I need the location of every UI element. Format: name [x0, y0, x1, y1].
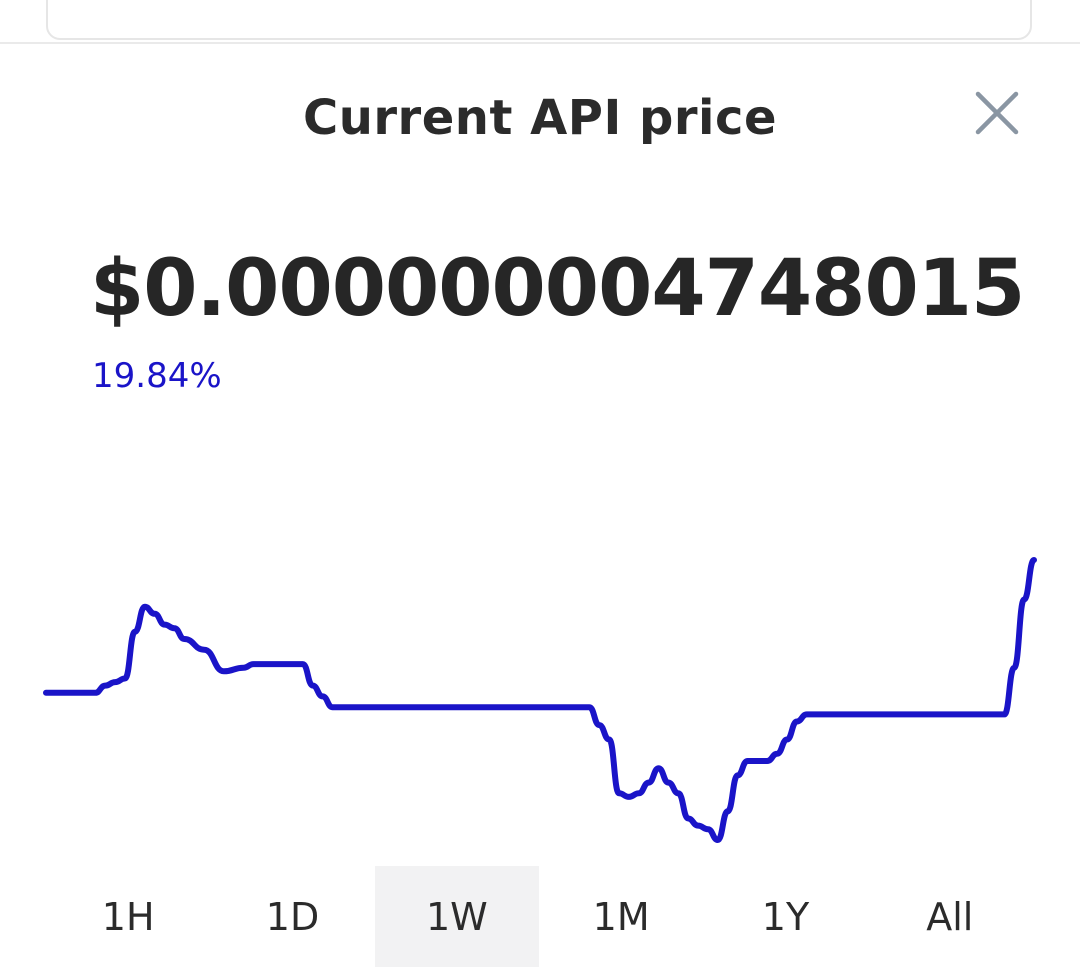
range-tab-1m[interactable]: 1M: [592, 894, 650, 939]
price-sheet: Current API price $0.000000004748015 19.…: [0, 42, 1080, 967]
range-tab-all[interactable]: All: [926, 894, 974, 939]
current-price: $0.000000004748015: [90, 244, 1025, 334]
price-change-percent: 19.84%: [92, 356, 222, 396]
range-tab-1d[interactable]: 1D: [265, 894, 320, 939]
range-tabs: 1H 1D 1W 1M 1Y All: [46, 866, 1032, 967]
background-card: [46, 0, 1032, 40]
range-tab-1w[interactable]: 1W: [374, 866, 539, 967]
close-icon: [975, 91, 1019, 135]
close-button[interactable]: [966, 82, 1028, 144]
range-tab-1h[interactable]: 1H: [101, 894, 155, 939]
range-tab-1y[interactable]: 1Y: [761, 894, 810, 939]
sheet-title: Current API price: [302, 90, 777, 146]
